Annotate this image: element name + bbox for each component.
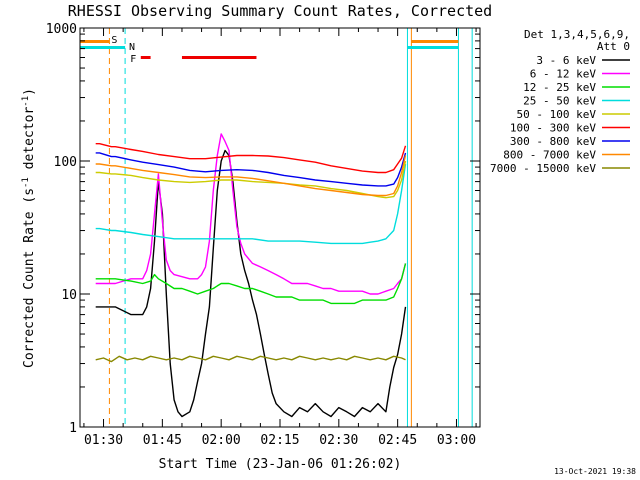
y-tick-label: 1 (69, 421, 77, 436)
series-line-7 (95, 152, 407, 187)
series-line-4 (95, 163, 407, 245)
render-timestamp: 13-Oct-2021 19:38 (554, 467, 636, 476)
y-axis-label-main: Corrected Count Rate (s (22, 188, 37, 368)
saa-bar-left (80, 40, 110, 43)
legend-label: 100 - 300 keV (510, 122, 596, 135)
chart-title: RHESSI Observing Summary Count Rates, Co… (68, 2, 492, 20)
y-tick-label: 100 (54, 155, 77, 170)
legend-label: 50 - 100 keV (517, 108, 597, 121)
night-bar-right (407, 46, 459, 49)
legend-header-line-2: Att 0 (597, 40, 630, 53)
legend-header-line-1: Det 1,3,4,5,6,9, (524, 28, 630, 41)
x-tick-label: 01:45 (143, 433, 182, 448)
y-tick-label: 1000 (46, 22, 77, 37)
y-axis: 1 10 100 1000 (46, 22, 480, 436)
series-line-9 (95, 355, 406, 363)
legend-label: 800 - 7000 keV (503, 149, 596, 162)
y-axis-label: Corrected Count Rate (s-1 detector-1) (21, 88, 37, 368)
y-axis-label-sup-2: -1 (21, 96, 31, 107)
series-layer (95, 133, 407, 418)
x-axis-label: Start Time (23-Jan-06 01:26:02) (159, 457, 402, 472)
series-line-2 (95, 133, 407, 295)
legend-label: 6 - 12 keV (530, 68, 597, 81)
y-axis-label-end: ) (22, 88, 37, 96)
series-line-6 (95, 142, 407, 174)
x-tick-label: 01:30 (84, 433, 123, 448)
legend-label: 300 - 800 keV (510, 135, 596, 148)
series-line-8 (95, 155, 407, 197)
flare-bar-1 (140, 56, 151, 59)
x-tick-label: 03:00 (437, 433, 476, 448)
night-flag-label: N (129, 42, 135, 53)
flare-bar-2 (181, 56, 257, 59)
legend-label: 3 - 6 keV (536, 54, 596, 67)
legend-label: 25 - 50 keV (523, 95, 596, 108)
series-line-5 (95, 160, 407, 199)
legend-label: 7000 - 15000 keV (490, 162, 596, 175)
legend-label: 12 - 25 keV (523, 81, 596, 94)
series-line-3 (95, 263, 407, 305)
x-axis: 01:30 01:45 02:00 02:15 02:30 02:45 03:00 (83, 28, 477, 448)
y-axis-label-mid: detector (22, 107, 37, 178)
x-tick-label: 02:00 (202, 433, 241, 448)
flare-flag-label: F (130, 54, 136, 65)
y-tick-label: 10 (61, 288, 77, 303)
x-tick-label: 02:45 (378, 433, 417, 448)
x-tick-label: 02:15 (260, 433, 299, 448)
saa-bar-right (411, 40, 459, 43)
saa-flag-label: S (111, 35, 117, 46)
night-bar-left (80, 46, 126, 49)
x-tick-label: 02:30 (319, 433, 358, 448)
y-axis-label-sup-1: -1 (21, 177, 31, 188)
